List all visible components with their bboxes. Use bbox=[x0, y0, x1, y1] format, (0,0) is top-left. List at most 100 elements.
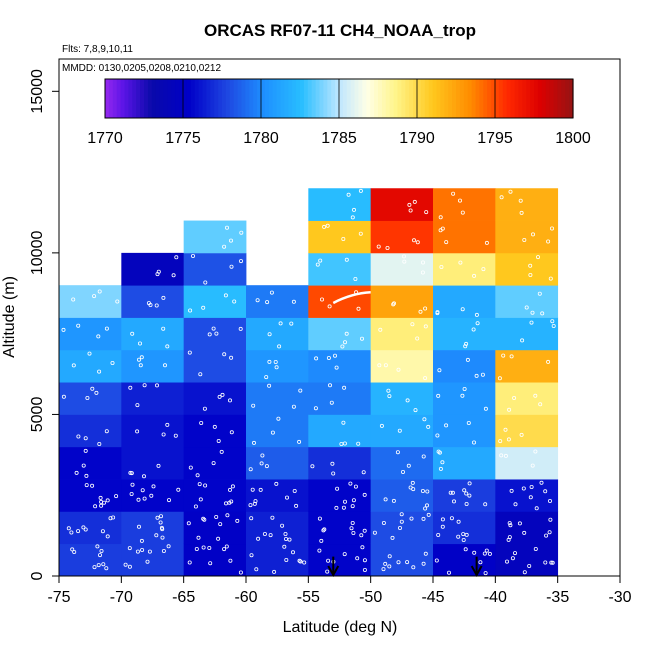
sample-point bbox=[198, 497, 203, 502]
colorbar-swatch bbox=[140, 79, 145, 118]
sample-point bbox=[533, 547, 538, 552]
heatmap-cell bbox=[183, 382, 247, 415]
sample-point bbox=[534, 506, 539, 511]
sample-point bbox=[548, 276, 553, 281]
sample-point bbox=[248, 503, 253, 508]
colorbar-swatch bbox=[268, 79, 274, 118]
sample-point bbox=[272, 569, 277, 574]
colorbar-swatch bbox=[405, 79, 410, 118]
colorbar-swatch bbox=[491, 79, 496, 118]
heatmap-cell bbox=[246, 479, 309, 512]
sample-point bbox=[93, 504, 98, 509]
sample-point bbox=[501, 353, 506, 358]
heatmap-cell bbox=[433, 252, 496, 286]
colorbar-swatch bbox=[545, 79, 551, 118]
sample-point bbox=[519, 210, 524, 215]
sample-point bbox=[104, 566, 109, 571]
sample-point bbox=[510, 556, 515, 561]
sample-point bbox=[249, 553, 254, 558]
sample-point bbox=[258, 487, 263, 492]
heatmap-cell bbox=[59, 479, 122, 512]
sample-point bbox=[507, 535, 512, 540]
heatmap-cell bbox=[495, 285, 559, 318]
x-tick-label: -40 bbox=[484, 589, 507, 606]
sample-point bbox=[97, 289, 102, 294]
sample-point bbox=[105, 498, 110, 503]
sample-point bbox=[139, 355, 144, 360]
sample-point bbox=[327, 304, 332, 309]
sample-point bbox=[423, 551, 428, 556]
marker-arrow-head bbox=[327, 565, 340, 578]
sample-point bbox=[529, 320, 534, 325]
sample-point bbox=[267, 359, 272, 364]
sample-point bbox=[188, 465, 193, 470]
colorbar-swatch bbox=[151, 79, 157, 118]
sample-point bbox=[130, 482, 135, 487]
sample-point bbox=[425, 489, 430, 494]
sample-point bbox=[254, 567, 259, 572]
sample-point bbox=[497, 376, 502, 381]
sample-point bbox=[165, 422, 170, 427]
colorbar-swatch bbox=[171, 79, 176, 118]
sample-point bbox=[140, 488, 145, 493]
sample-point bbox=[326, 355, 331, 360]
sample-point bbox=[362, 528, 367, 533]
y-tick-label: 15000 bbox=[29, 69, 46, 114]
sample-point bbox=[127, 564, 132, 569]
heatmap-cell bbox=[183, 543, 247, 577]
sample-point bbox=[319, 297, 324, 302]
colorbar-swatch bbox=[198, 79, 204, 118]
colorbar-swatch bbox=[183, 79, 188, 118]
sample-point bbox=[217, 394, 222, 399]
sample-point bbox=[420, 488, 425, 493]
sample-point bbox=[474, 312, 479, 317]
sample-point bbox=[408, 208, 413, 213]
sample-point bbox=[405, 560, 410, 565]
colorbar-swatch bbox=[522, 79, 527, 118]
sample-point bbox=[135, 403, 140, 408]
heatmap-cell bbox=[433, 511, 496, 545]
heatmap-cell bbox=[59, 414, 122, 448]
colorbar-swatch bbox=[346, 79, 352, 118]
heatmap-cell bbox=[433, 414, 496, 448]
colorbar-swatch bbox=[381, 79, 387, 118]
sample-point bbox=[360, 545, 365, 550]
sample-point bbox=[98, 495, 103, 500]
heatmap-cell bbox=[121, 511, 185, 545]
sample-point bbox=[100, 529, 105, 534]
sample-point bbox=[480, 372, 485, 377]
sample-point bbox=[325, 569, 330, 574]
sample-point bbox=[259, 461, 264, 466]
sample-point bbox=[146, 301, 151, 306]
colorbar-swatch bbox=[389, 79, 395, 118]
sample-point bbox=[353, 484, 358, 489]
heatmap-cell bbox=[495, 382, 559, 415]
sample-point bbox=[283, 537, 288, 542]
sample-point bbox=[318, 258, 323, 263]
sample-point bbox=[207, 546, 212, 551]
sample-point bbox=[517, 521, 522, 526]
sample-point bbox=[342, 499, 347, 504]
sample-point bbox=[216, 438, 221, 443]
sample-point bbox=[298, 559, 303, 564]
sample-point bbox=[527, 564, 532, 569]
sample-point bbox=[87, 351, 92, 356]
heatmap-cell bbox=[308, 511, 372, 545]
sample-point bbox=[464, 341, 469, 346]
sample-point bbox=[90, 386, 95, 391]
sample-point bbox=[161, 295, 166, 300]
colorbar-swatch bbox=[506, 79, 512, 118]
colorbar-swatch bbox=[296, 79, 301, 118]
heatmap-cell bbox=[370, 479, 434, 512]
sample-point bbox=[165, 344, 170, 349]
sample-point bbox=[518, 198, 523, 203]
sample-point bbox=[383, 561, 388, 566]
sample-point bbox=[411, 238, 416, 243]
sample-point bbox=[461, 532, 466, 537]
sample-point bbox=[456, 519, 461, 524]
sample-point bbox=[484, 548, 489, 553]
sample-point bbox=[464, 491, 469, 496]
sample-point bbox=[211, 461, 216, 466]
sample-point bbox=[420, 270, 425, 275]
sample-point bbox=[507, 407, 512, 412]
